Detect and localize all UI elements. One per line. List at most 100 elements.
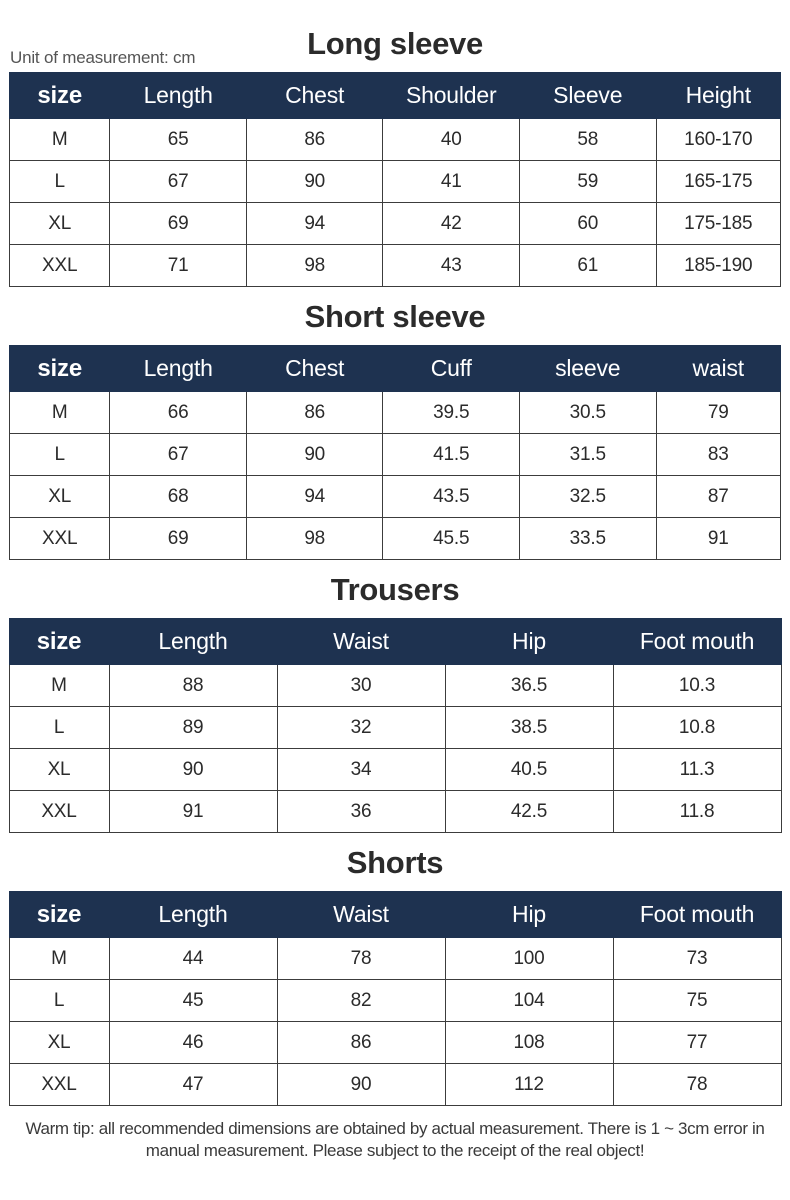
cell-height: 175-185 xyxy=(655,202,782,245)
table-row: L 45 82 104 75 xyxy=(8,979,782,1022)
cell-size: L xyxy=(8,706,110,749)
column-header-length: Length xyxy=(109,345,247,392)
warm-tip-note: Warm tip: all recommended dimensions are… xyxy=(25,1119,765,1160)
cell-sleeve: 59 xyxy=(518,160,657,203)
table-row: XL 90 34 40.5 11.3 xyxy=(8,748,782,791)
cell-size: M xyxy=(8,937,110,980)
column-header-waist: waist xyxy=(655,345,782,392)
cell-size: L xyxy=(8,433,111,476)
cell-shoulder: 43 xyxy=(382,244,520,287)
cell-size: XL xyxy=(8,1021,110,1064)
table-row: M 88 30 36.5 10.3 xyxy=(8,664,782,707)
column-header-size: size xyxy=(8,345,111,392)
column-header-foot-mouth: Foot mouth xyxy=(612,618,782,665)
cell-hip: 38.5 xyxy=(444,706,614,749)
cell-foot-mouth: 75 xyxy=(612,979,782,1022)
cell-cuff: 39.5 xyxy=(382,391,520,434)
cell-hip: 40.5 xyxy=(444,748,614,791)
cell-length: 89 xyxy=(108,706,278,749)
cell-length: 46 xyxy=(108,1021,278,1064)
column-header-height: Height xyxy=(655,72,782,119)
column-header-chest: Chest xyxy=(245,72,384,119)
cell-foot-mouth: 77 xyxy=(612,1021,782,1064)
table-row: XXL 91 36 42.5 11.8 xyxy=(8,790,782,833)
table-row: M 65 86 40 58 160-170 xyxy=(8,118,782,161)
cell-length: 69 xyxy=(109,202,247,245)
cell-cuff: 41.5 xyxy=(382,433,520,476)
cell-chest: 90 xyxy=(245,160,384,203)
cell-waist: 83 xyxy=(655,433,782,476)
table-row: XXL 71 98 43 61 185-190 xyxy=(8,244,782,287)
cell-waist: 87 xyxy=(655,475,782,518)
cell-sleeve: 33.5 xyxy=(518,517,657,560)
cell-waist: 86 xyxy=(276,1021,446,1064)
cell-length: 71 xyxy=(109,244,247,287)
column-header-length: Length xyxy=(108,618,278,665)
cell-foot-mouth: 10.3 xyxy=(612,664,782,707)
cell-foot-mouth: 78 xyxy=(612,1063,782,1106)
cell-waist: 90 xyxy=(276,1063,446,1106)
column-header-cuff: Cuff xyxy=(382,345,520,392)
cell-waist: 78 xyxy=(276,937,446,980)
column-header-sleeve: sleeve xyxy=(518,345,657,392)
table-row: L 67 90 41 59 165-175 xyxy=(8,160,782,203)
cell-waist: 79 xyxy=(655,391,782,434)
column-header-hip: Hip xyxy=(444,618,614,665)
cell-length: 68 xyxy=(109,475,247,518)
column-header-sleeve: Sleeve xyxy=(518,72,657,119)
table-row: L 67 90 41.5 31.5 83 xyxy=(8,433,782,476)
cell-length: 67 xyxy=(109,160,247,203)
unit-of-measurement-note: Unit of measurement: cm xyxy=(10,48,196,67)
section-title-1: Short sleeve xyxy=(304,298,486,334)
cell-size: L xyxy=(8,160,111,203)
column-header-size: size xyxy=(8,891,110,938)
cell-height: 165-175 xyxy=(655,160,782,203)
cell-chest: 94 xyxy=(245,475,384,518)
cell-height: 160-170 xyxy=(655,118,782,161)
cell-cuff: 45.5 xyxy=(382,517,520,560)
cell-chest: 90 xyxy=(245,433,384,476)
cell-foot-mouth: 11.8 xyxy=(612,790,782,833)
table-header-row: size Length Chest Shoulder Sleeve Height xyxy=(8,72,782,119)
cell-cuff: 43.5 xyxy=(382,475,520,518)
cell-sleeve: 30.5 xyxy=(518,391,657,434)
table-row: M 66 86 39.5 30.5 79 xyxy=(8,391,782,434)
table-header-row: size Length Waist Hip Foot mouth xyxy=(8,891,782,938)
table-row: XL 46 86 108 77 xyxy=(8,1021,782,1064)
column-header-size: size xyxy=(8,72,111,119)
table-row: L 89 32 38.5 10.8 xyxy=(8,706,782,749)
cell-waist: 32 xyxy=(276,706,446,749)
size-table-short-sleeve: size Length Chest Cuff sleeve waist M 66… xyxy=(8,345,782,560)
section-title-3: Shorts xyxy=(346,844,444,880)
column-header-size: size xyxy=(8,618,110,665)
cell-size: XXL xyxy=(8,517,111,560)
cell-size: XL xyxy=(8,202,111,245)
cell-length: 66 xyxy=(109,391,247,434)
document-header: Unit of measurement: cm Long sleeve xyxy=(0,0,790,72)
column-header-length: Length xyxy=(108,891,278,938)
column-header-foot-mouth: Foot mouth xyxy=(612,891,782,938)
cell-shoulder: 41 xyxy=(382,160,520,203)
table-row: XL 69 94 42 60 175-185 xyxy=(8,202,782,245)
cell-length: 45 xyxy=(108,979,278,1022)
cell-foot-mouth: 73 xyxy=(612,937,782,980)
table-row: XXL 47 90 112 78 xyxy=(8,1063,782,1106)
size-table-trousers: size Length Waist Hip Foot mouth M 88 30… xyxy=(8,618,782,833)
cell-sleeve: 32.5 xyxy=(518,475,657,518)
cell-length: 67 xyxy=(109,433,247,476)
cell-size: XXL xyxy=(8,1063,110,1106)
cell-sleeve: 61 xyxy=(518,244,657,287)
section-title-block-2: Trousers xyxy=(0,560,790,618)
cell-size: XL xyxy=(8,748,110,791)
section-title-block-1: Short sleeve xyxy=(0,287,790,345)
cell-size: M xyxy=(8,664,110,707)
cell-hip: 36.5 xyxy=(444,664,614,707)
column-header-hip: Hip xyxy=(444,891,614,938)
cell-foot-mouth: 11.3 xyxy=(612,748,782,791)
cell-waist: 36 xyxy=(276,790,446,833)
cell-length: 69 xyxy=(109,517,247,560)
cell-waist: 82 xyxy=(276,979,446,1022)
cell-shoulder: 40 xyxy=(382,118,520,161)
section-title-block-3: Shorts xyxy=(0,833,790,891)
